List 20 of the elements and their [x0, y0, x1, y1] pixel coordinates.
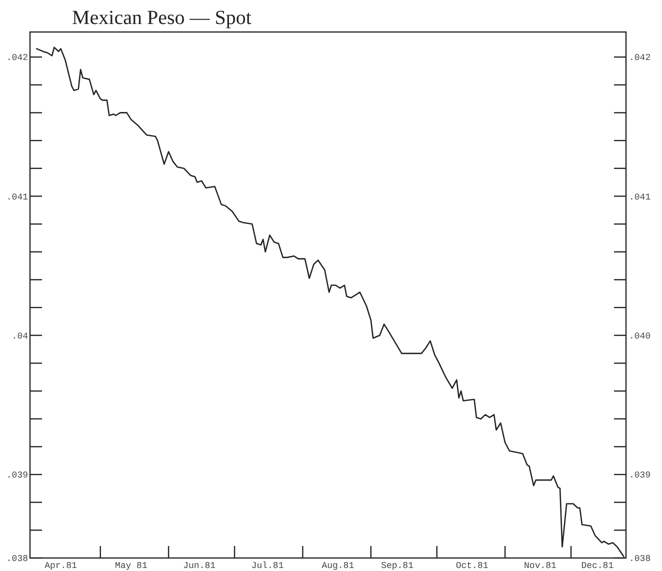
y-tick-label: .038: [6, 554, 28, 564]
x-tick-label: Jun.81: [183, 561, 216, 571]
x-tick-label: Oct.81: [456, 561, 488, 571]
x-tick-label: Jul.81: [251, 561, 284, 571]
y-tick-label: .039: [6, 470, 28, 481]
x-tick-label: May 81: [114, 561, 148, 571]
chart-title: Mexican Peso — Spot: [72, 7, 252, 29]
x-tick-label: Nov.81: [524, 561, 556, 571]
y2-tick-label: .038: [629, 554, 651, 564]
x-tick-label: Dec.81: [581, 561, 614, 571]
x-tick-label: Sep.81: [381, 561, 414, 571]
x-tick-label: Apr.81: [44, 561, 77, 571]
y-tick-label: .041: [6, 192, 28, 202]
y2-tick-label: .041: [629, 192, 651, 202]
y-tick-label: .042: [6, 53, 28, 64]
y2-tick-label: .042: [629, 53, 651, 64]
y2-tick-label: .040: [629, 332, 651, 342]
y-tick-label: .04: [12, 332, 28, 342]
x-tick-label: Aug.81: [322, 561, 354, 571]
y2-tick-label: .039: [629, 470, 651, 481]
